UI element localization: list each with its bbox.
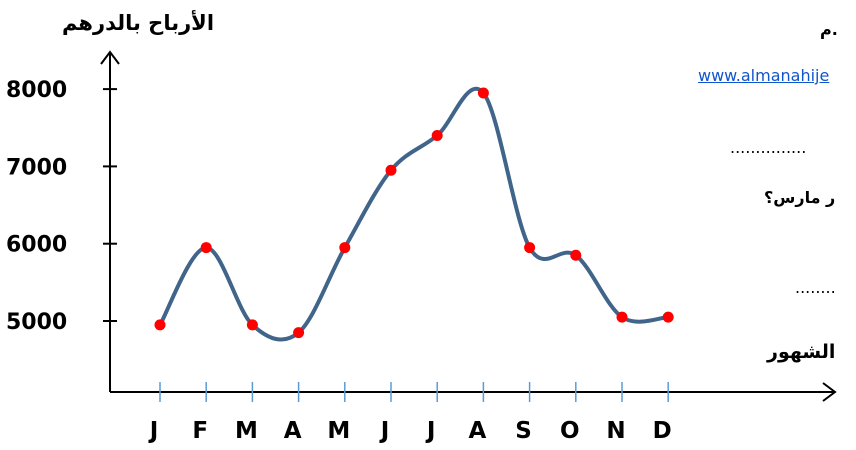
data-point	[477, 87, 489, 99]
chart-axes	[100, 50, 837, 402]
y-tick-label: 7000	[6, 155, 67, 180]
y-tick-label: 5000	[6, 310, 67, 335]
y-tick-group: 5000 6000 7000 8000	[6, 78, 117, 335]
x-tick-label: S	[515, 418, 532, 444]
data-point	[154, 319, 166, 331]
data-point	[200, 242, 212, 254]
data-point	[616, 311, 628, 323]
data-point	[293, 327, 305, 339]
x-axis-word: الشهور	[767, 341, 836, 363]
x-tick-label: M	[235, 418, 258, 444]
data-point	[662, 311, 674, 323]
data-point	[246, 319, 258, 331]
data-point	[431, 129, 443, 141]
data-point	[339, 242, 351, 254]
x-tick-label: J	[379, 418, 390, 444]
data-point	[570, 249, 582, 261]
background-text-fragment: م.	[820, 20, 838, 39]
data-point-group	[154, 87, 674, 339]
x-tick-label: O	[560, 418, 580, 444]
background-question-fragment: ر مارس؟	[764, 188, 836, 207]
x-axis-arrow	[822, 382, 837, 402]
background-dotted-line-2: ........	[795, 278, 836, 297]
x-tick-label: J	[425, 418, 436, 444]
profit-series-line	[158, 86, 671, 342]
y-tick-label: 6000	[6, 233, 67, 258]
background-link[interactable]: www.almanahije	[698, 66, 830, 85]
x-tick-label: M	[327, 418, 350, 444]
x-tick-label: J	[148, 418, 159, 444]
y-axis-arrow	[100, 50, 120, 65]
data-point	[385, 164, 397, 176]
x-tick-label: A	[284, 418, 302, 444]
y-tick-label: 8000	[6, 78, 67, 103]
x-tick-label: D	[653, 418, 672, 444]
x-tick-label: N	[606, 418, 625, 444]
x-tick-label: F	[192, 418, 208, 444]
y-axis-label: الأرباح بالدرهم	[62, 9, 214, 35]
x-tick-label: A	[468, 418, 486, 444]
background-dotted-line: ...............	[730, 138, 807, 157]
data-point	[524, 242, 536, 254]
